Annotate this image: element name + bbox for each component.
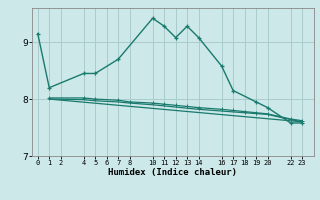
X-axis label: Humidex (Indice chaleur): Humidex (Indice chaleur) <box>108 168 237 177</box>
